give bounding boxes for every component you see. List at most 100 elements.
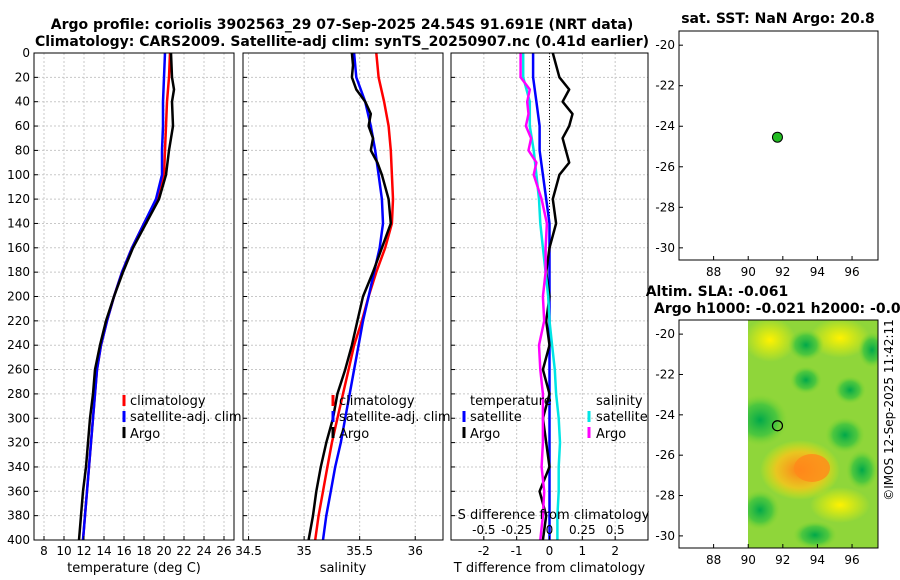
- temperature-legend: climatology satellite-adj. clim Argo: [122, 394, 242, 442]
- y-tick-label: 160: [7, 241, 30, 255]
- y-tick-label: 200: [7, 290, 30, 304]
- legend-label-sal-satellite: satellite: [596, 410, 648, 425]
- y-tick-label: 60: [15, 119, 30, 133]
- x2-tick-label: -0.5: [472, 523, 495, 537]
- y-tick-label: -22: [655, 367, 675, 381]
- y-tick-label: 340: [7, 460, 30, 474]
- sst-map: -20 -22 -24 -26 -28 -30 88 90 92 94 96: [655, 30, 879, 279]
- sst-title: sat. SST: NaN Argo: 20.8: [681, 11, 875, 27]
- y-tick-label: -22: [655, 79, 675, 93]
- y-tick-label: 400: [7, 533, 30, 547]
- y-tick-label: -30: [655, 241, 675, 255]
- map-frame: [678, 319, 879, 549]
- legend-label-climatology: climatology: [339, 394, 415, 409]
- x2-axis-label: S difference from climatology: [458, 508, 650, 523]
- x-tick-label: 94: [810, 265, 825, 279]
- series-line-salinity-argo: [519, 53, 549, 541]
- x-tick-label: 92: [775, 553, 790, 567]
- y-tick-label: -20: [655, 327, 675, 341]
- y-tick-label: -26: [655, 160, 675, 174]
- argo-location-marker: [771, 420, 784, 432]
- x-tick-label: 35: [296, 544, 311, 558]
- y-tick-label: 0: [22, 46, 30, 60]
- x2-tick-label: 0: [546, 523, 554, 537]
- y-tick-label: 40: [15, 95, 30, 109]
- y-tick-label: 180: [7, 265, 30, 279]
- legend-label-argo: Argo: [130, 427, 160, 442]
- legend-title-salinity: salinity: [596, 394, 643, 409]
- sla-title: Altim. SLA: -0.061: [646, 284, 789, 300]
- x-axis-label: salinity: [320, 561, 367, 576]
- main-title-line2: Climatology: CARS2009. Satellite-adj cli…: [35, 34, 649, 50]
- x-tick-label: 88: [706, 553, 721, 567]
- legend-label-satellite: satellite-adj. clim: [339, 410, 451, 425]
- legend-label-sal-argo: Argo: [596, 427, 626, 442]
- x-tick-label: 36: [408, 544, 423, 558]
- x-tick-label: 88: [706, 265, 721, 279]
- sla-map: -20 -22 -24 -26 -28 -30 88 90 92 94 96: [655, 319, 879, 567]
- salinity-plot: 34.5 35 35.5 36 salinity: [235, 52, 444, 576]
- x-tick-label: -1: [511, 544, 523, 558]
- y-tick-label: 260: [7, 363, 30, 377]
- x-tick-label: 35.5: [346, 544, 373, 558]
- map-frame: [678, 30, 879, 261]
- x-tick-label: 2: [611, 544, 619, 558]
- y-tick-label: -30: [655, 529, 675, 543]
- x-tick-label: 90: [741, 265, 756, 279]
- x-tick-label: 0: [546, 544, 554, 558]
- x-tick-label: 18: [136, 544, 151, 558]
- series-line-argo: [307, 52, 393, 541]
- x-tick-label: 34.5: [235, 544, 262, 558]
- x-tick-label: 1: [579, 544, 587, 558]
- legend-label-satellite: satellite-adj. clim: [130, 410, 242, 425]
- y-tick-label: -24: [655, 408, 675, 422]
- y-tick-label: 100: [7, 168, 30, 182]
- series-line-climatology: [313, 52, 395, 541]
- series-line-temperature-argo: [538, 52, 574, 541]
- main-title-line1: Argo profile: coriolis 3902563_29 07-Sep…: [51, 17, 633, 33]
- series-line-salinity-satellite: [521, 53, 562, 540]
- y-tick-label: 320: [7, 436, 30, 450]
- y-tick-label: 140: [7, 216, 30, 230]
- legend-title-temperature: temperature: [470, 394, 552, 409]
- y-tick-label: 80: [15, 143, 30, 157]
- x-tick-label: 90: [741, 553, 756, 567]
- x-axis-label: T difference from climatology: [453, 561, 646, 576]
- y-tick-label: -20: [655, 38, 675, 52]
- y-tick-label: -28: [655, 200, 675, 214]
- difference-plot: -2 -1 0 1 2 T difference from climatology S di…: [450, 52, 650, 576]
- y-tick-label: -28: [655, 489, 675, 503]
- y-tick-label: 280: [7, 387, 30, 401]
- x-tick-label: -2: [478, 544, 490, 558]
- x-tick-label: 14: [96, 544, 111, 558]
- sla-heatmap-field: [748, 320, 878, 548]
- legend-label-climatology: climatology: [130, 394, 206, 409]
- x-tick-label: 22: [176, 544, 191, 558]
- x2-tick-label: -0.25: [501, 523, 532, 537]
- x-tick-label: 12: [76, 544, 91, 558]
- y-tick-label: 360: [7, 484, 30, 498]
- imos-watermark: ©IMOS 12-Sep-2025 11:42:11: [882, 319, 896, 501]
- argo-location-marker: [771, 131, 783, 143]
- y-tick-label: -24: [655, 119, 675, 133]
- x-tick-label: 10: [56, 544, 71, 558]
- y-tick-label: -26: [655, 448, 675, 462]
- x2-tick-label: 0.25: [569, 523, 596, 537]
- legend-label-temp-satellite: satellite: [470, 410, 522, 425]
- legend-label-argo: Argo: [339, 427, 369, 442]
- x-tick-label: 20: [156, 544, 171, 558]
- y-tick-label: 380: [7, 509, 30, 523]
- x-tick-label: 8: [40, 544, 48, 558]
- x2-tick-label: 0.5: [606, 523, 625, 537]
- difference-legend: temperature satellite Argo salinity sate…: [462, 394, 648, 442]
- x-tick-label: 16: [116, 544, 131, 558]
- series-line-argo: [77, 52, 176, 541]
- y-tick-label: 240: [7, 338, 30, 352]
- y-tick-label: 220: [7, 314, 30, 328]
- x-tick-label: 24: [196, 544, 211, 558]
- y-tick-label: 300: [7, 411, 30, 425]
- sla-subtitle: Argo h1000: -0.021 h2000: -0.043: [654, 301, 900, 317]
- x-tick-label: 96: [844, 265, 859, 279]
- temperature-plot: 0 20 40 60 80 100 120 140 160 180 200 220 240 260 280 3…: [7, 46, 235, 576]
